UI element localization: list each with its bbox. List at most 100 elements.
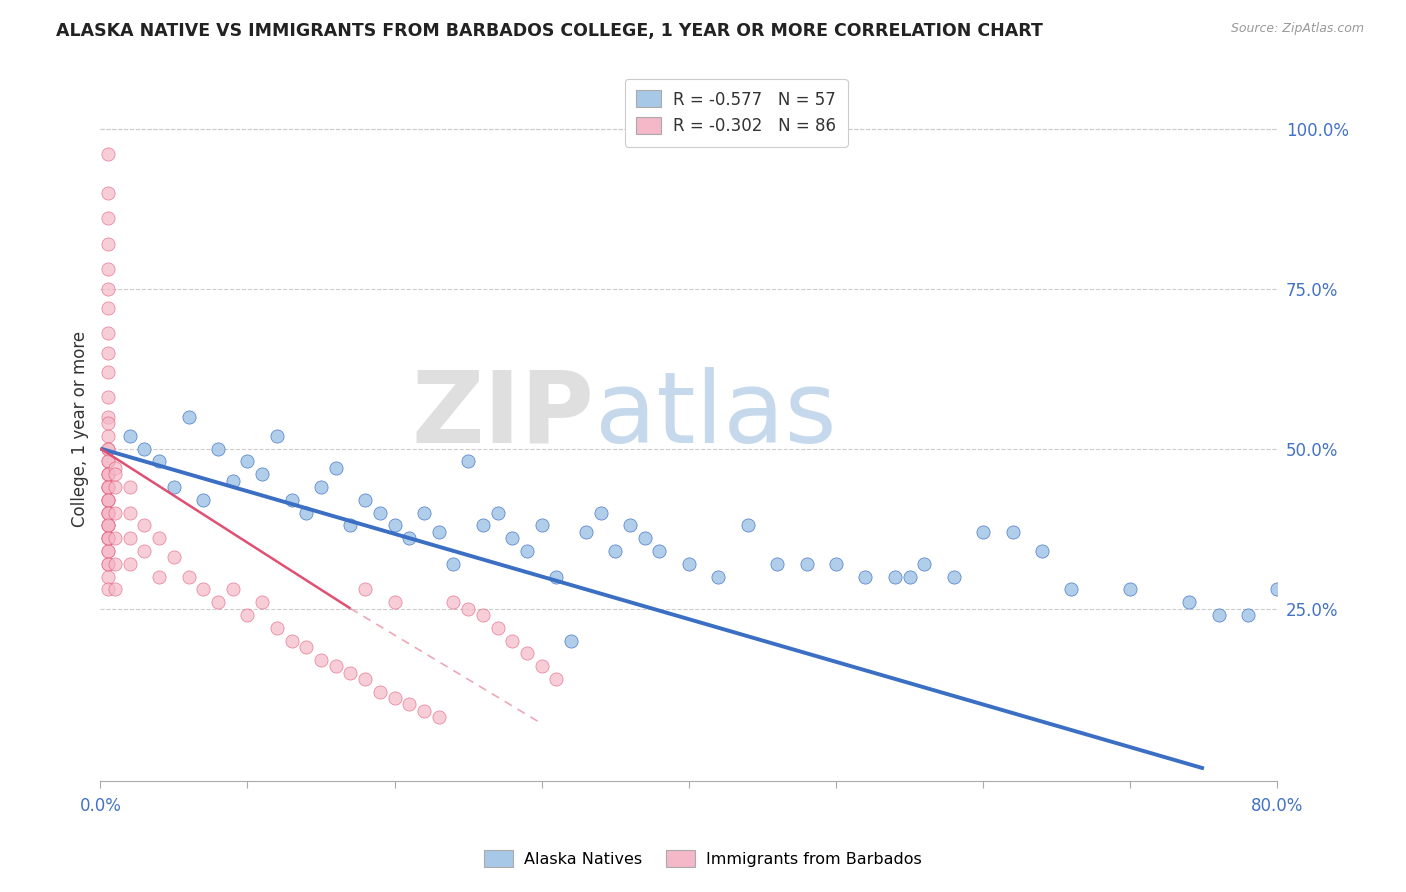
- Point: [384, 595, 406, 609]
- Point: [97, 390, 120, 404]
- Point: [97, 236, 120, 251]
- Point: [118, 429, 141, 443]
- Point: [384, 518, 406, 533]
- Point: [148, 531, 170, 545]
- Point: [134, 518, 156, 533]
- Point: [309, 480, 332, 494]
- Point: [222, 582, 245, 597]
- Point: [501, 633, 523, 648]
- Legend: R = -0.577   N = 57, R = -0.302   N = 86: R = -0.577 N = 57, R = -0.302 N = 86: [624, 78, 848, 147]
- Point: [530, 659, 553, 673]
- Point: [634, 531, 657, 545]
- Point: [97, 531, 120, 545]
- Point: [796, 557, 818, 571]
- Point: [266, 429, 288, 443]
- Point: [97, 544, 120, 558]
- Point: [148, 454, 170, 468]
- Point: [825, 557, 848, 571]
- Point: [1060, 582, 1083, 597]
- Point: [546, 569, 568, 583]
- Point: [97, 557, 120, 571]
- Legend: Alaska Natives, Immigrants from Barbados: Alaska Natives, Immigrants from Barbados: [478, 844, 928, 873]
- Text: Source: ZipAtlas.com: Source: ZipAtlas.com: [1230, 22, 1364, 36]
- Point: [97, 326, 120, 341]
- Point: [398, 698, 420, 712]
- Point: [236, 607, 259, 622]
- Point: [118, 506, 141, 520]
- Point: [97, 467, 120, 482]
- Point: [207, 595, 229, 609]
- Point: [104, 582, 127, 597]
- Point: [486, 506, 509, 520]
- Point: [104, 480, 127, 494]
- Point: [648, 544, 671, 558]
- Point: [471, 607, 494, 622]
- Point: [97, 582, 120, 597]
- Point: [97, 301, 120, 315]
- Point: [354, 582, 377, 597]
- Point: [605, 544, 627, 558]
- Point: [236, 454, 259, 468]
- Point: [97, 531, 120, 545]
- Point: [546, 672, 568, 686]
- Point: [97, 531, 120, 545]
- Point: [737, 518, 759, 533]
- Point: [97, 211, 120, 226]
- Point: [560, 633, 582, 648]
- Point: [678, 557, 700, 571]
- Point: [222, 474, 245, 488]
- Point: [97, 262, 120, 277]
- Point: [339, 665, 361, 680]
- Text: atlas: atlas: [595, 367, 837, 464]
- Point: [97, 518, 120, 533]
- Point: [118, 557, 141, 571]
- Point: [295, 506, 318, 520]
- Point: [443, 557, 465, 571]
- Point: [97, 506, 120, 520]
- Point: [163, 550, 186, 565]
- Point: [97, 480, 120, 494]
- Point: [1208, 607, 1230, 622]
- Point: [942, 569, 965, 583]
- Point: [97, 506, 120, 520]
- Point: [883, 569, 905, 583]
- Point: [266, 621, 288, 635]
- Point: [177, 569, 200, 583]
- Point: [97, 454, 120, 468]
- Point: [443, 595, 465, 609]
- Point: [250, 467, 273, 482]
- Point: [1119, 582, 1142, 597]
- Point: [457, 601, 479, 615]
- Point: [295, 640, 318, 654]
- Point: [118, 531, 141, 545]
- Point: [413, 506, 436, 520]
- Point: [1001, 524, 1024, 539]
- Point: [309, 653, 332, 667]
- Point: [97, 467, 120, 482]
- Point: [97, 557, 120, 571]
- Point: [368, 684, 391, 698]
- Point: [766, 557, 789, 571]
- Point: [97, 492, 120, 507]
- Point: [104, 460, 127, 475]
- Point: [97, 147, 120, 161]
- Point: [97, 467, 120, 482]
- Point: [207, 442, 229, 456]
- Point: [368, 506, 391, 520]
- Point: [1267, 582, 1289, 597]
- Text: ZIP: ZIP: [412, 367, 595, 464]
- Point: [193, 582, 215, 597]
- Point: [97, 480, 120, 494]
- Point: [97, 480, 120, 494]
- Point: [97, 442, 120, 456]
- Point: [134, 442, 156, 456]
- Point: [280, 633, 302, 648]
- Point: [97, 416, 120, 430]
- Point: [97, 409, 120, 424]
- Point: [501, 531, 523, 545]
- Point: [250, 595, 273, 609]
- Y-axis label: College, 1 year or more: College, 1 year or more: [72, 331, 89, 527]
- Point: [97, 569, 120, 583]
- Point: [339, 518, 361, 533]
- Point: [97, 506, 120, 520]
